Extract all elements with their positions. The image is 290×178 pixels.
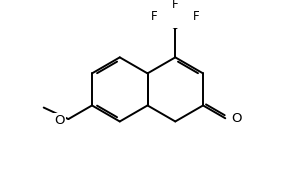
Text: O: O — [231, 112, 242, 125]
Text: F: F — [151, 10, 158, 23]
Text: F: F — [193, 10, 200, 23]
Text: O: O — [55, 114, 65, 127]
Text: F: F — [172, 0, 179, 11]
